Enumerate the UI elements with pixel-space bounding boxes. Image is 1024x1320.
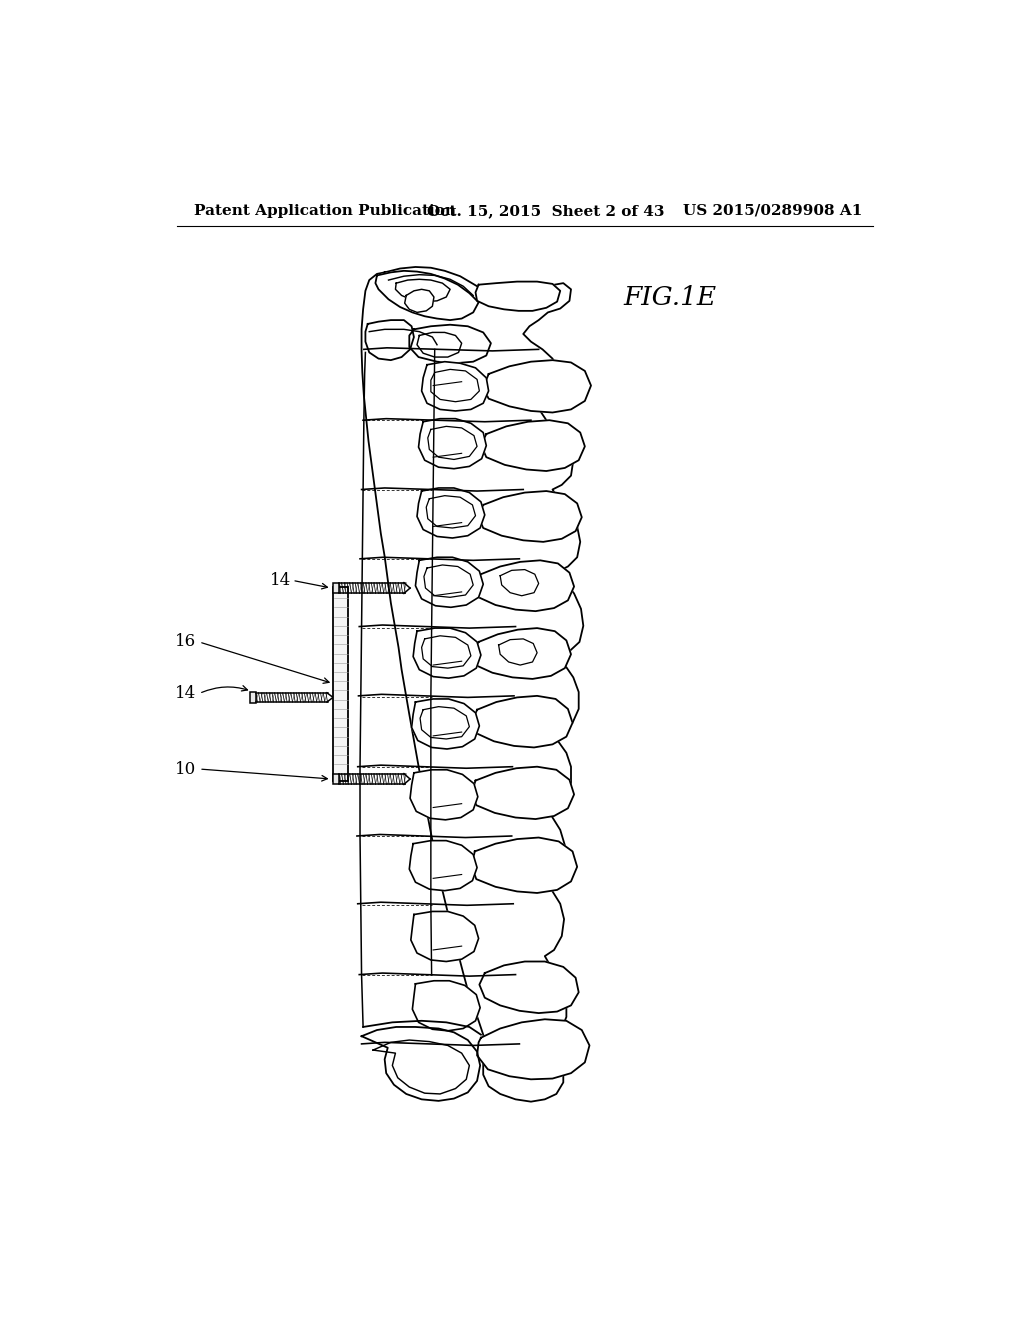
Text: Patent Application Publication: Patent Application Publication [194, 203, 456, 218]
Polygon shape [404, 289, 434, 313]
Polygon shape [410, 770, 478, 820]
Polygon shape [410, 841, 477, 891]
Bar [333, 582, 339, 594]
Polygon shape [411, 911, 478, 961]
Bar [333, 586, 348, 780]
Text: FIG.1E: FIG.1E [624, 285, 717, 309]
Text: 14: 14 [175, 685, 196, 702]
Polygon shape [413, 628, 481, 678]
Polygon shape [361, 1027, 480, 1101]
Polygon shape [472, 628, 571, 678]
Polygon shape [366, 321, 414, 360]
Polygon shape [422, 362, 488, 411]
Polygon shape [479, 961, 579, 1014]
Polygon shape [361, 267, 584, 1102]
Polygon shape [472, 696, 572, 747]
Polygon shape [472, 767, 574, 818]
Polygon shape [417, 488, 484, 539]
Polygon shape [416, 557, 483, 607]
Polygon shape [410, 325, 490, 363]
Text: US 2015/0289908 A1: US 2015/0289908 A1 [683, 203, 863, 218]
Polygon shape [475, 560, 574, 611]
Text: Oct. 15, 2015  Sheet 2 of 43: Oct. 15, 2015 Sheet 2 of 43 [427, 203, 665, 218]
Polygon shape [475, 281, 560, 312]
Text: 10: 10 [175, 760, 196, 777]
Text: 14: 14 [269, 572, 291, 589]
Polygon shape [477, 1019, 590, 1080]
Polygon shape [412, 700, 479, 748]
Text: 16: 16 [175, 634, 196, 651]
Bar [250, 692, 256, 702]
Polygon shape [483, 360, 591, 412]
Polygon shape [413, 981, 480, 1031]
Polygon shape [376, 271, 478, 321]
Polygon shape [472, 837, 578, 892]
Polygon shape [478, 491, 582, 543]
Polygon shape [419, 418, 486, 469]
Bar [333, 774, 339, 784]
Polygon shape [481, 420, 585, 471]
